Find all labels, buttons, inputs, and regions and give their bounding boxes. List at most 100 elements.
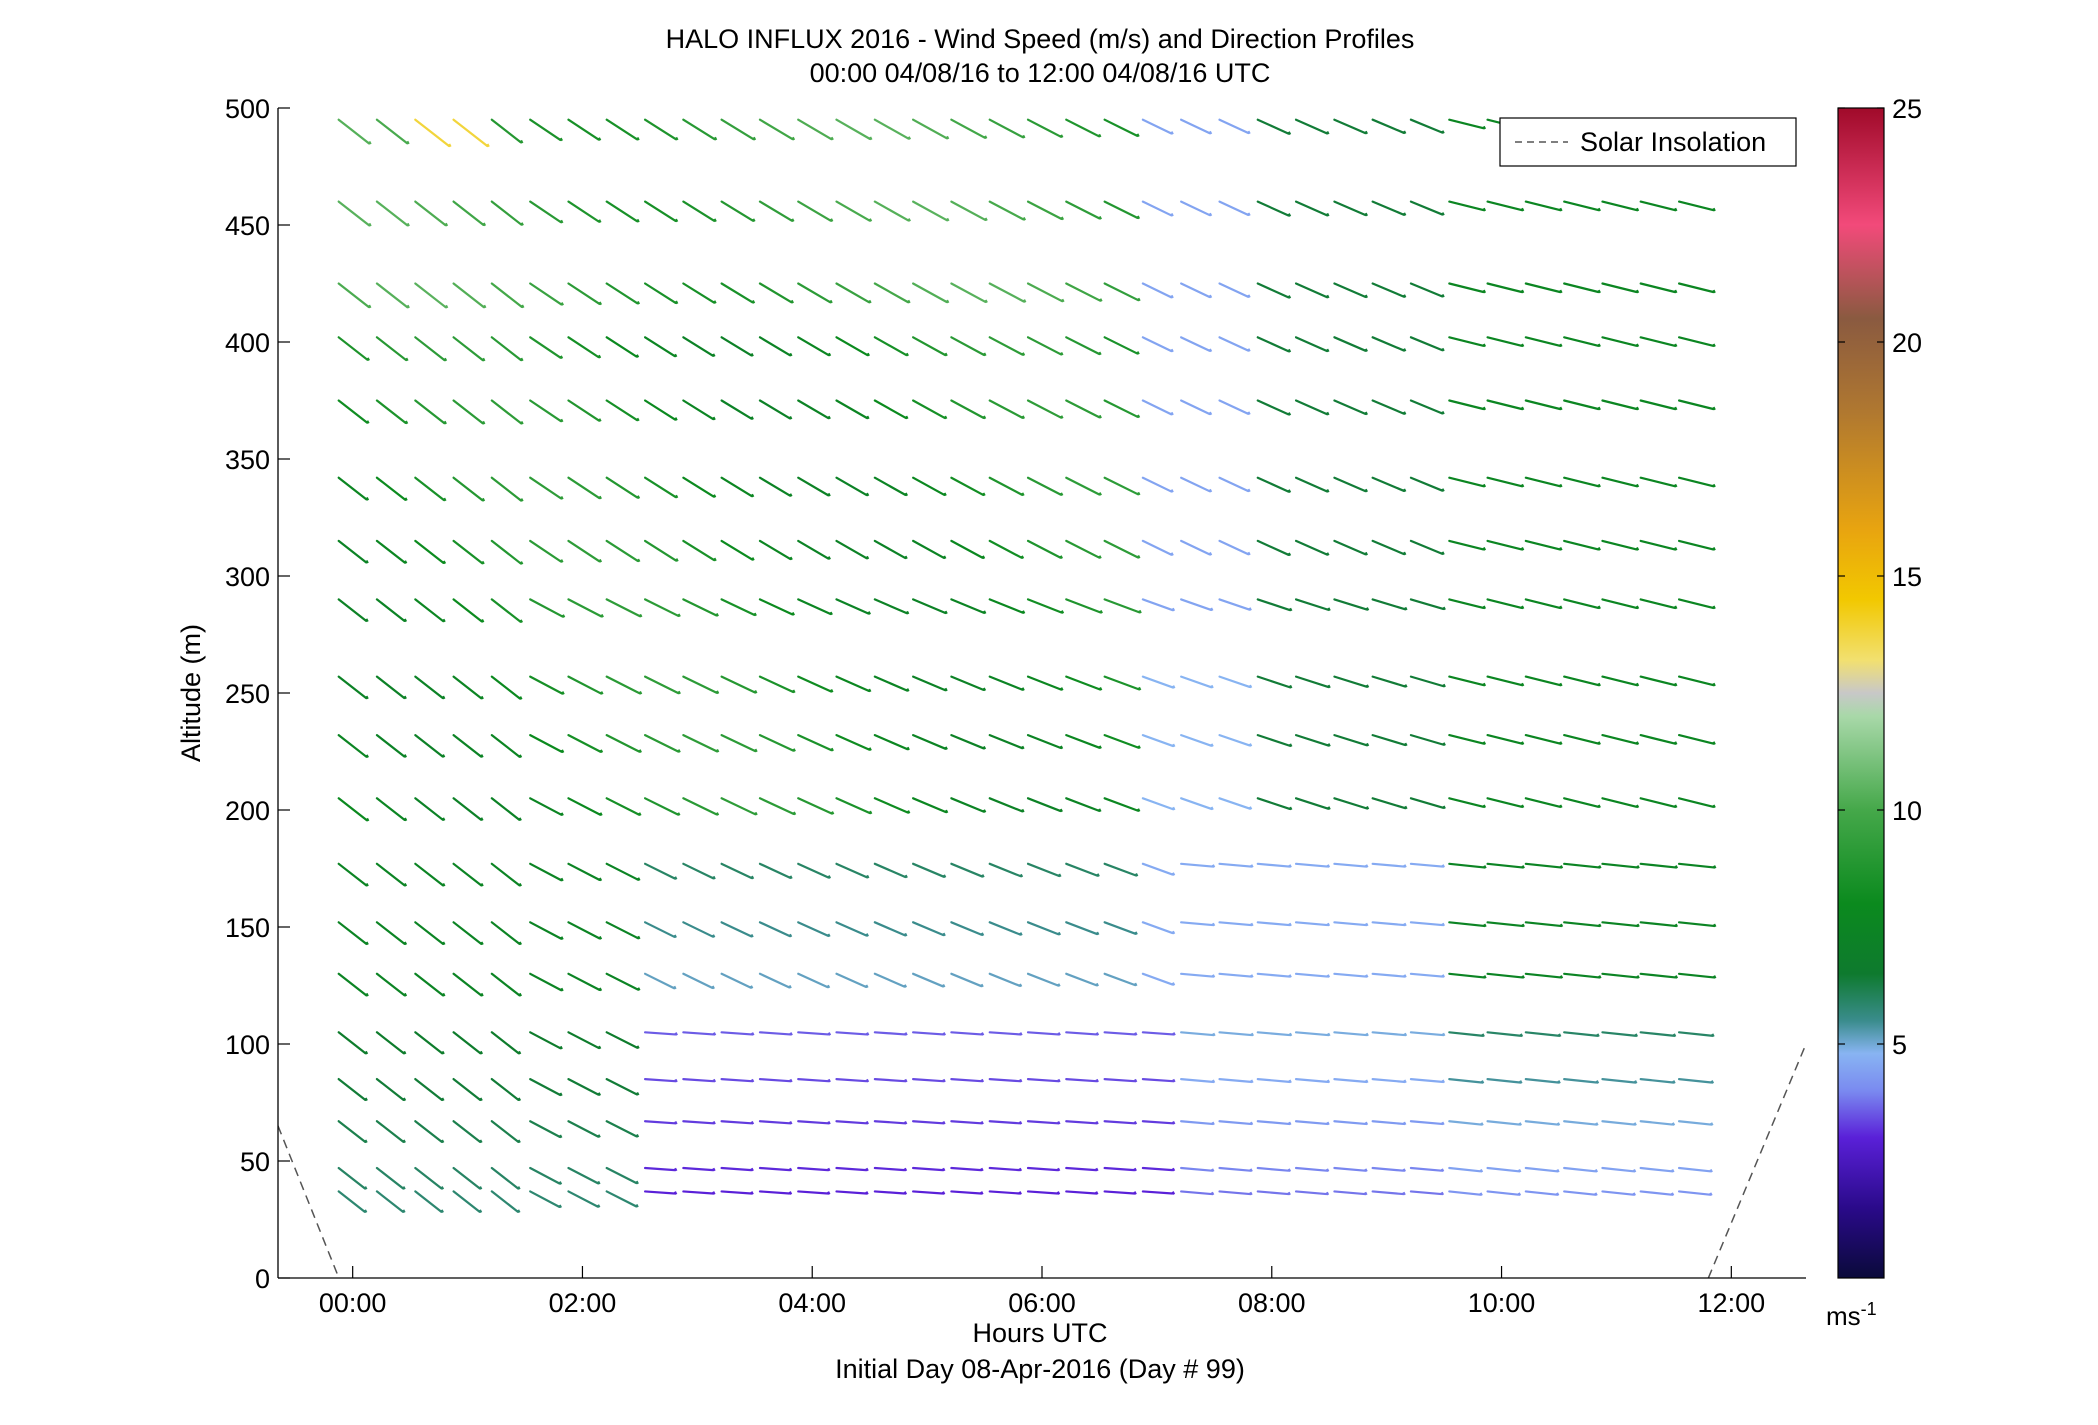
wind-barb-tip: [905, 610, 910, 615]
wind-barb-tip: [1520, 804, 1525, 809]
wind-barb-tip: [1172, 806, 1176, 811]
solar-insolation-left: [278, 1125, 340, 1278]
wind-barb-tip: [830, 689, 834, 693]
wind-barb: [375, 1120, 405, 1143]
wind-barb-tip: [1018, 1191, 1022, 1195]
wind-barb: [375, 539, 406, 564]
wind-barb: [414, 797, 444, 821]
wind-barb-tip: [480, 992, 484, 997]
wind-barb-tip: [441, 1097, 445, 1102]
wind-barb: [1026, 282, 1063, 303]
wind-barb-tip: [1019, 1078, 1023, 1083]
wind-barb: [452, 1166, 481, 1190]
wind-barb: [1333, 734, 1368, 747]
wind-barb: [1677, 476, 1715, 488]
wind-barb-tip: [597, 354, 602, 359]
wind-barb: [720, 598, 756, 617]
wind-barb: [529, 118, 562, 142]
wind-barb: [605, 1190, 638, 1208]
wind-barb: [835, 336, 869, 357]
wind-barb-tip: [1364, 1191, 1368, 1196]
wind-barb: [1180, 1031, 1215, 1037]
wind-barb: [1065, 200, 1101, 220]
wind-barb-tip: [481, 497, 486, 502]
x-tick-label: 12:00: [1698, 1288, 1766, 1318]
wind-barb: [1639, 972, 1677, 979]
wind-barb-tip: [1481, 1033, 1485, 1038]
wind-barb-tip: [750, 493, 755, 498]
wind-barb-tip: [1636, 975, 1640, 979]
wind-barb-tip: [560, 418, 564, 423]
wind-barb-tip: [1674, 682, 1678, 687]
wind-barb-tip: [907, 136, 912, 140]
wind-barb: [835, 734, 871, 751]
wind-barb: [337, 1120, 367, 1143]
wind-barb-tip: [789, 875, 793, 880]
wind-barb-tip: [1095, 982, 1099, 987]
wind-barb-tip: [366, 357, 370, 362]
wind-barb-tip: [942, 932, 946, 937]
wind-barb: [1333, 539, 1367, 556]
wind-barb-tip: [1559, 289, 1563, 294]
wind-barb-tip: [1248, 607, 1252, 611]
wind-barb: [1065, 1120, 1098, 1125]
wind-barb-tip: [1442, 683, 1446, 688]
wind-barb-tip: [1402, 1191, 1406, 1196]
wind-barb: [950, 598, 985, 614]
wind-barb: [375, 675, 406, 700]
wind-barb-tip: [866, 1032, 870, 1036]
wind-barb-tip: [942, 1078, 946, 1083]
wind-barb: [643, 797, 679, 816]
wind-barb-tip: [560, 749, 565, 754]
wind-barb: [1180, 734, 1213, 747]
wind-barb: [1448, 797, 1485, 808]
wind-barb: [950, 200, 987, 221]
wind-barb-tip: [636, 1045, 640, 1050]
wind-barb: [375, 862, 406, 887]
wind-barb-tip: [1099, 687, 1103, 691]
wind-barb-tip: [867, 611, 871, 615]
wind-barb-tip: [519, 696, 523, 700]
wind-barb-tip: [865, 933, 869, 937]
wind-barb-tip: [1712, 804, 1716, 809]
wind-barb-tip: [403, 1050, 407, 1055]
wind-barb: [414, 200, 447, 227]
wind-barb-tip: [1060, 134, 1064, 139]
wind-barb-tip: [597, 1092, 602, 1096]
wind-barb-tip: [1287, 1168, 1292, 1173]
wind-barb-tip: [1482, 207, 1487, 212]
wind-barb-tip: [1137, 491, 1141, 496]
wind-barb: [643, 1120, 677, 1125]
wind-barb-tip: [442, 695, 446, 700]
wind-barb-tip: [982, 415, 987, 420]
wind-barb: [1026, 1166, 1059, 1172]
colorbar-ticks: 5 10 15 20 25: [1838, 94, 1922, 1060]
wind-barb-tip: [1249, 1121, 1254, 1126]
wind-barb-tip: [636, 495, 641, 499]
wind-barb-tip: [865, 1120, 869, 1125]
wind-barb-tip: [827, 1032, 832, 1036]
wind-barb-tip: [1287, 1191, 1291, 1196]
wind-barb-tip: [1249, 1191, 1253, 1196]
wind-barb-tip: [1057, 983, 1061, 987]
wind-barb-tip: [788, 1167, 793, 1172]
wind-barb: [490, 476, 523, 502]
wind-barb-tip: [1713, 975, 1717, 979]
wind-barb-tip: [1099, 610, 1103, 614]
wind-barb: [873, 539, 907, 560]
wind-barb-tip: [1210, 607, 1214, 612]
wind-barb-tip: [1247, 130, 1251, 135]
wind-barb: [1103, 797, 1139, 812]
wind-barb-tip: [365, 941, 369, 946]
wind-barb-tip: [1021, 610, 1026, 614]
wind-barb: [720, 675, 756, 694]
wind-barb: [873, 336, 908, 357]
wind-barb-tip: [827, 1191, 831, 1195]
wind-barb-tip: [1171, 607, 1176, 612]
wind-barb: [452, 797, 482, 821]
wind-barb: [375, 921, 406, 945]
wind-barb-tip: [1556, 1168, 1560, 1173]
wind-barb: [912, 1190, 944, 1195]
wind-barb-tip: [598, 301, 602, 306]
wind-barb-tip: [1288, 864, 1292, 868]
